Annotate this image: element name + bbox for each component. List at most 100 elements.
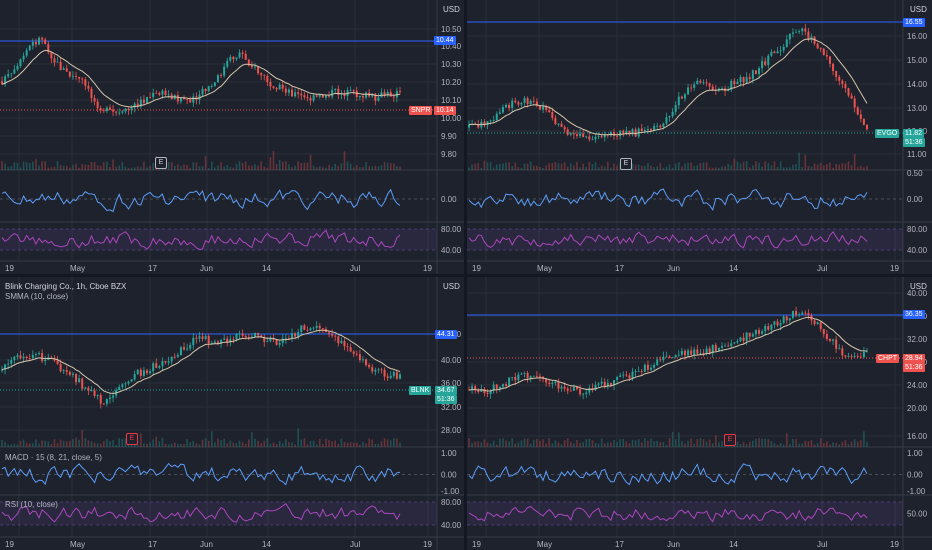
earnings-badge[interactable]: E (620, 158, 632, 170)
candle-body (483, 121, 486, 126)
volume-bar (508, 162, 510, 170)
volume-bar (813, 444, 816, 447)
volume-bar (551, 443, 554, 447)
volume-bar (752, 165, 754, 170)
candle-body (112, 395, 115, 398)
volume-bar (140, 433, 142, 447)
chart-pane-chpt[interactable]: 40.0036.0032.0028.0024.0020.0016.001.000… (467, 277, 932, 550)
candle-body (727, 345, 730, 347)
time-tick-label: 19 (423, 540, 432, 549)
earnings-badge[interactable]: E (155, 157, 167, 169)
candle-body (81, 378, 84, 389)
candle-body (773, 321, 776, 325)
chart-canvas[interactable]: 40.0036.0032.0028.0024.0020.0016.001.000… (467, 277, 932, 550)
volume-bar (362, 166, 364, 170)
candle-body (708, 83, 711, 87)
volume-bar (610, 442, 612, 447)
candle-body (835, 339, 838, 349)
rsi-band (0, 229, 437, 250)
volume-bar (727, 163, 729, 170)
candle-body (548, 109, 551, 112)
volume-bar (257, 165, 259, 170)
volume-bar (745, 161, 748, 170)
volume-bar (275, 443, 278, 447)
volume-bar (511, 438, 513, 447)
candle-body (44, 39, 47, 45)
volume-bar (173, 165, 176, 170)
candle-body (859, 356, 862, 358)
rsi-band (467, 229, 903, 250)
chart-canvas[interactable]: 10.50 10.40 10.30 10.20 10.10 10.00 9.90 9.80 0.… (0, 0, 464, 274)
rsi-legend[interactable]: RSI (10, close) (5, 500, 58, 509)
candle-body (832, 339, 835, 341)
ma-legend[interactable]: SMMA (10, close) (5, 292, 69, 301)
candle-body (616, 135, 619, 137)
symbol-title[interactable]: Blink Charging Co., 1h, Cboe BZX (5, 282, 127, 291)
volume-bar (724, 166, 726, 170)
candle-body (281, 338, 284, 343)
volume-bar (84, 164, 87, 170)
candle-body (770, 324, 773, 330)
candle-body (538, 105, 541, 110)
candle-body (609, 382, 612, 386)
candle-body (161, 90, 164, 95)
volume-bar (634, 440, 637, 447)
candle-body (142, 370, 145, 376)
candle-body (662, 123, 665, 128)
price-tick-label: 24.00 (907, 381, 928, 390)
candle-body (745, 77, 748, 83)
volume-bar (10, 444, 13, 447)
candle-body (501, 107, 504, 113)
volume-bar (551, 162, 554, 170)
candle-body (383, 92, 386, 96)
volume-bar (118, 438, 121, 447)
volume-bar (300, 163, 303, 170)
candle-body (532, 100, 535, 102)
currency-label: USD (910, 282, 927, 291)
time-tick-label: Jun (200, 264, 213, 273)
volume-bar (591, 164, 594, 170)
volume-bar (665, 166, 668, 170)
candle-body (247, 336, 250, 338)
volume-bar (16, 444, 19, 447)
chart-pane-snpr[interactable]: 10.50 10.40 10.30 10.20 10.10 10.00 9.90 9.80 0.… (0, 0, 464, 274)
volume-bar (118, 165, 121, 170)
time-tick-label: 19 (423, 264, 432, 273)
candle-body (795, 31, 798, 33)
candle-body (59, 61, 62, 70)
chart-pane-blnk[interactable]: 44.0040.0036.0032.0028.001.000.00-1.0080… (0, 277, 464, 550)
volume-bar (471, 442, 473, 447)
volume-bar (687, 440, 689, 447)
earnings-badge[interactable]: E (724, 434, 736, 446)
candle-body (699, 80, 702, 83)
candle-body (334, 88, 337, 90)
volume-bar (847, 161, 850, 170)
volume-bar (306, 162, 309, 170)
candle-body (78, 378, 81, 383)
time-tick-label: 17 (615, 264, 624, 273)
candle-body (526, 373, 529, 379)
chart-canvas[interactable]: 44.0040.0036.0032.0028.001.000.00-1.0080… (0, 277, 464, 550)
macd-legend[interactable]: MACD · 15 (8, 21, close, 5) (5, 453, 102, 462)
volume-bar (548, 438, 551, 447)
volume-bar (764, 161, 766, 170)
rsi-tick-label: 40.00 (907, 246, 928, 255)
volume-bar (352, 442, 355, 447)
price-label: SNPR (409, 106, 433, 115)
candle-body (142, 99, 145, 103)
macd-tick-label: 0.00 (441, 471, 457, 480)
volume-bar (474, 441, 476, 447)
volume-bar (346, 161, 349, 170)
candle-body (514, 376, 517, 381)
price-value-tag: 11.82 (903, 129, 924, 138)
candle-body (807, 31, 810, 40)
candle-body (186, 99, 189, 100)
candle-body (213, 82, 216, 87)
earnings-badge[interactable]: E (126, 433, 138, 445)
chart-canvas[interactable]: 16.0015.0014.0013.0012.0011.000.500.0080… (467, 0, 932, 274)
volume-bar (495, 164, 498, 170)
candle-body (557, 123, 560, 125)
candle-body (389, 92, 392, 97)
chart-pane-evgo[interactable]: 16.0015.0014.0013.0012.0011.000.500.0080… (467, 0, 932, 274)
volume-bar (47, 167, 50, 170)
